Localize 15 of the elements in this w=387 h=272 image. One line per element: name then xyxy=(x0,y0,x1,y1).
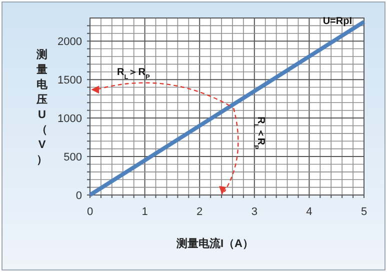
x-tick-label: 0 xyxy=(86,206,94,218)
x-tick-label: 5 xyxy=(360,206,368,218)
y-tick-label: 2000 xyxy=(58,36,82,48)
x-tick-label: 3 xyxy=(251,206,258,218)
y-tick-label: 1000 xyxy=(58,113,82,126)
x-tick-label: 1 xyxy=(142,206,148,218)
y-axis-title: 测量电压U（V） xyxy=(36,48,48,166)
y-tick-label: 1500 xyxy=(58,74,82,87)
x-tick-label: 2 xyxy=(196,206,203,218)
x-axis-title: 测量电流I（A） xyxy=(176,237,254,250)
y-tick-label: 0 xyxy=(76,190,82,202)
y-tick-label: 500 xyxy=(64,152,82,164)
series-label: U=RpI xyxy=(322,16,352,27)
annotation: R$_{L}$＞R$_{P}$ xyxy=(117,67,150,80)
x-tick-label: 4 xyxy=(306,206,312,218)
